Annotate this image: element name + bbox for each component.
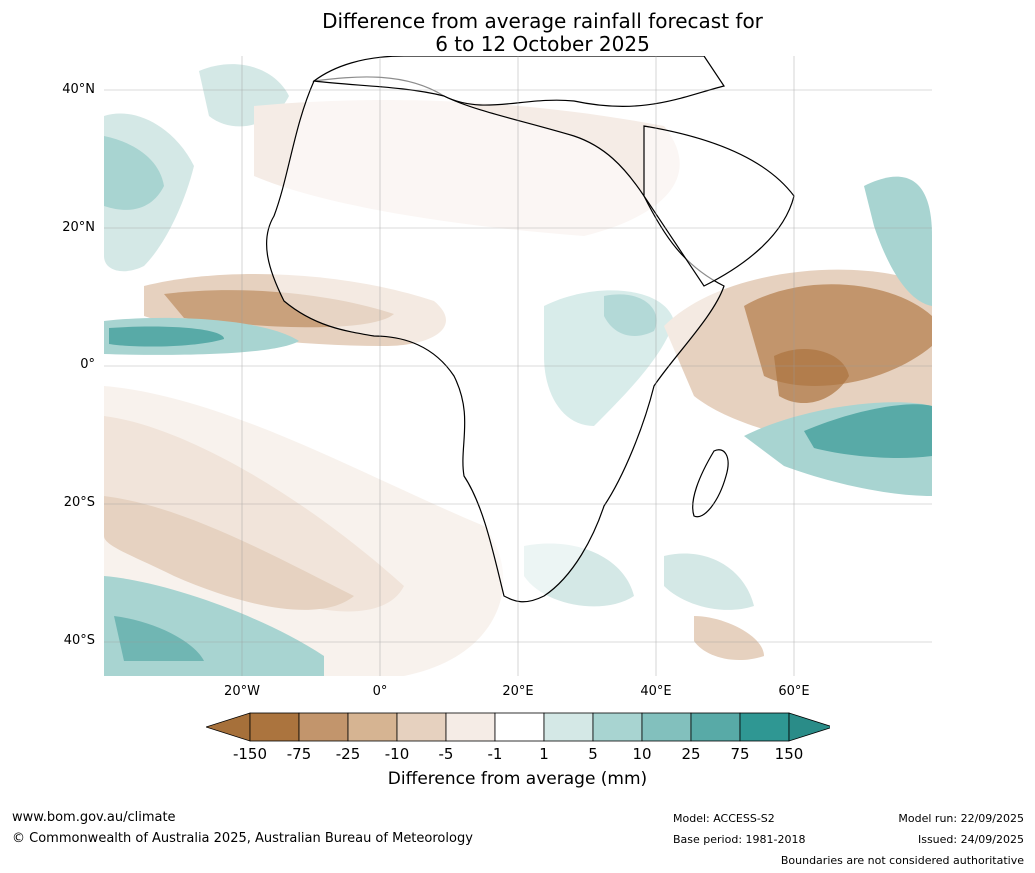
colorbar-swatch (249, 712, 300, 742)
colorbar-extend-low (204, 712, 251, 742)
anomaly-region (864, 176, 932, 306)
coastlines (266, 56, 795, 603)
colorbar-swatch (298, 712, 349, 742)
lat-label-40n: 40°N (62, 82, 95, 97)
lon-label-20e: 20°E (502, 684, 534, 699)
map-title-line1: Difference from average rainfall forecas… (322, 9, 763, 33)
colorbar-tick-label: 25 (681, 745, 701, 763)
anomaly-region (114, 616, 204, 661)
footer-website[interactable]: www.bom.gov.au/climate (12, 810, 176, 825)
colorbar-swatch (347, 712, 398, 742)
colorbar-tick-label: -1 (487, 745, 503, 763)
colorbar (204, 712, 835, 748)
colorbar-swatch (592, 712, 643, 742)
colorbar-swatch (690, 712, 741, 742)
colorbar-swatch (739, 712, 790, 742)
africa-outline (266, 76, 725, 603)
anomaly-region (104, 136, 164, 210)
colorbar-tick-label: -150 (232, 745, 268, 763)
anomaly-region (694, 616, 764, 661)
footer-base-period: Base period: 1981-2018 (673, 833, 806, 846)
colorbar-swatch (445, 712, 496, 742)
colorbar-title: Difference from average (mm) (387, 769, 648, 789)
colorbar-tick-label: -25 (335, 745, 361, 763)
gridlines (104, 56, 932, 676)
madagascar-outline (692, 449, 729, 518)
lat-label-20s: 20°S (63, 495, 95, 510)
lat-label-20n: 20°N (62, 220, 95, 235)
footer-issued: Issued: 24/09/2025 (917, 833, 1024, 846)
colorbar-extend-high (788, 712, 835, 742)
footer-model: Model: ACCESS-S2 (673, 812, 775, 825)
colorbar-swatch (543, 712, 594, 742)
lon-label-0: 0° (372, 684, 388, 699)
lat-label-0: 0° (80, 357, 95, 372)
colorbar-tick-label: -10 (384, 745, 410, 763)
colorbar-tick-label: 150 (774, 745, 804, 763)
europe-outline (312, 56, 725, 107)
anomaly-region (664, 553, 754, 610)
anomaly-region (774, 348, 849, 404)
anomaly-region (804, 404, 932, 459)
colorbar-swatch (396, 712, 447, 742)
map-title-line2: 6 to 12 October 2025 (435, 32, 650, 56)
footer-disclaimer: Boundaries are not considered authoritat… (780, 854, 1024, 867)
colorbar-swatch (641, 712, 692, 742)
footer-model-run: Model run: 22/09/2025 (898, 812, 1024, 825)
colorbar-swatch (494, 712, 545, 742)
arabia-outline (643, 125, 795, 287)
colorbar-tick-label: 10 (632, 745, 652, 763)
footer-copyright: © Commonwealth of Australia 2025, Austra… (12, 831, 473, 846)
colorbar-tick-label: 5 (588, 745, 598, 763)
colorbar-tick-label: 75 (730, 745, 750, 763)
anomaly-region (109, 326, 224, 347)
rainfall-map (104, 56, 932, 676)
colorbar-tick-label: 1 (539, 745, 549, 763)
lon-label-40e: 40°E (640, 684, 672, 699)
lon-label-20w: 20°W (224, 684, 260, 699)
colorbar-tick-label: -5 (438, 745, 454, 763)
colorbar-tick-label: -75 (286, 745, 312, 763)
lat-label-40s: 40°S (63, 633, 95, 648)
lon-label-60e: 60°E (778, 684, 810, 699)
